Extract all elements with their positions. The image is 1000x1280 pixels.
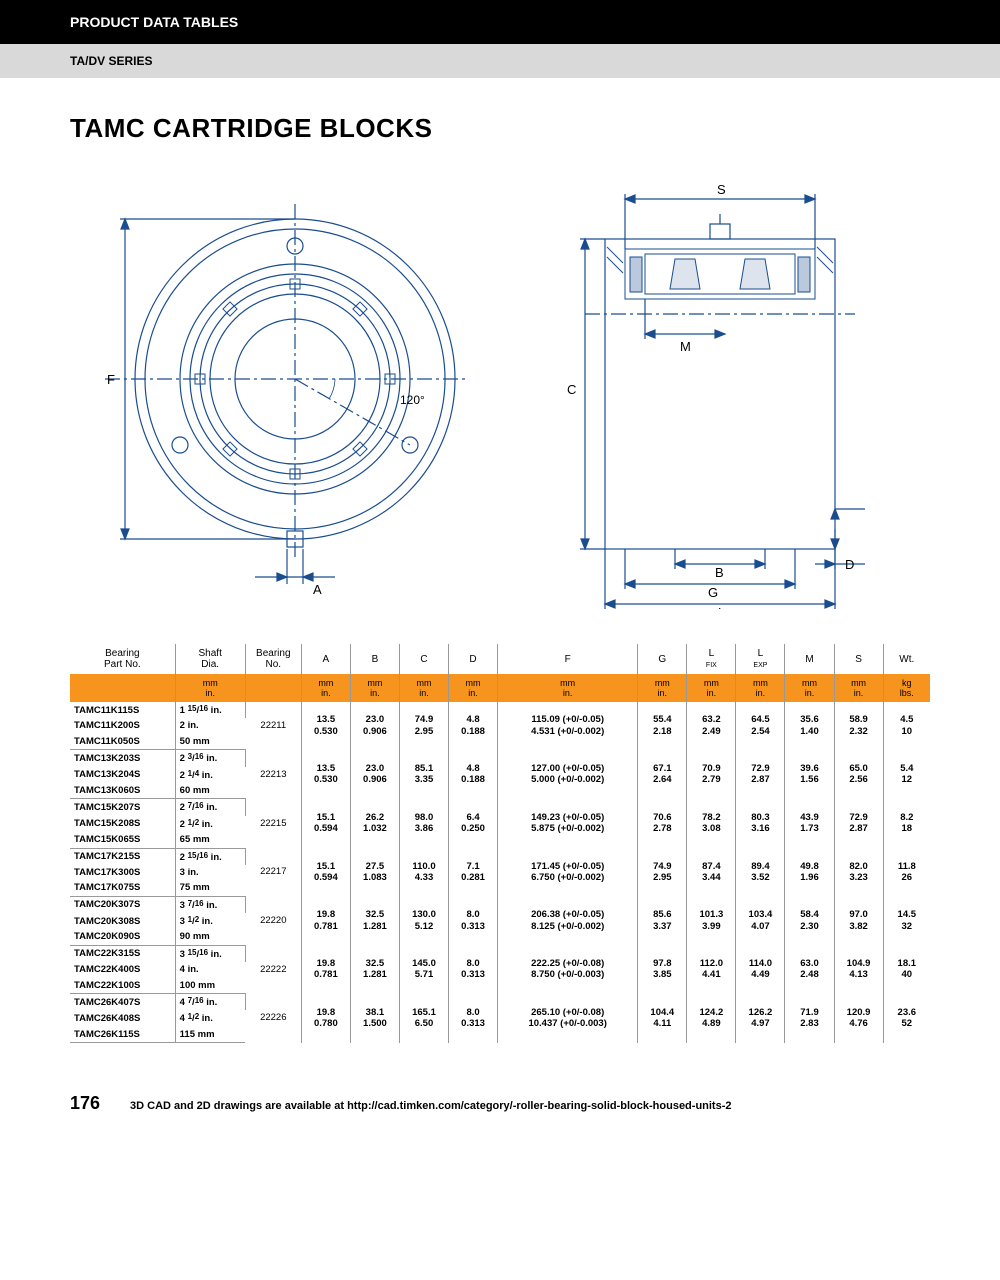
table-header: BearingPart No.ShaftDia.BearingNo.ABCDFG… [70,644,930,702]
content-area: TAMC CARTRIDGE BLOCKS [0,78,1000,1063]
svg-text:B: B [715,565,724,580]
svg-text:D: D [845,557,854,572]
svg-text:A: A [313,582,322,597]
header-black: PRODUCT DATA TABLES [0,0,1000,44]
page-title: TAMC CARTRIDGE BLOCKS [70,113,930,144]
svg-text:S: S [717,182,726,197]
svg-text:L: L [718,605,725,609]
svg-text:G: G [708,585,718,600]
svg-text:120°: 120° [400,393,425,407]
header-gray: TA/DV SERIES [0,44,1000,78]
svg-text:F: F [107,372,115,387]
front-view-diagram: F A 120° [95,179,475,599]
table-body: TAMC11K115S1 15/16 in.2221113.50.53023.0… [70,702,930,1043]
data-table: BearingPart No.ShaftDia.BearingNo.ABCDFG… [70,644,930,1043]
page-number: 176 [70,1093,100,1114]
diagrams-container: F A 120° [70,164,930,614]
svg-text:M: M [680,339,691,354]
section-view-diagram: S M C B D G L [525,169,905,609]
footer: 176 3D CAD and 2D drawings are available… [0,1063,1000,1134]
footer-text: 3D CAD and 2D drawings are available at … [130,1100,731,1112]
svg-text:C: C [567,382,576,397]
